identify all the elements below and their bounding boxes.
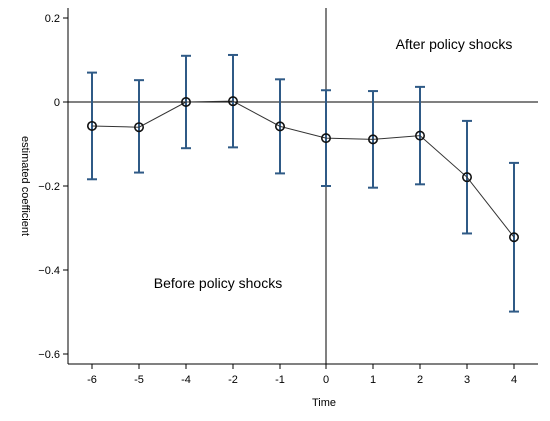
x-tick-label: 1 xyxy=(370,374,376,386)
x-tick-label: -6 xyxy=(87,374,97,386)
annotation-after-policy: After policy shocks xyxy=(396,36,513,52)
x-axis-title: Time xyxy=(312,397,336,409)
coefficient-line xyxy=(91,100,515,238)
x-tick-label: -1 xyxy=(275,374,285,386)
coefficient-point xyxy=(414,130,425,141)
y-tick-label: −0.2 xyxy=(38,181,60,193)
x-tick-label: -2 xyxy=(228,374,238,386)
y-tick-label: 0.2 xyxy=(45,13,60,25)
x-tick-label: 0 xyxy=(323,374,329,386)
coefficient-point xyxy=(228,96,239,107)
coefficient-point xyxy=(87,120,98,131)
annotation-before-policy: Before policy shocks xyxy=(154,275,282,291)
coefficient-point xyxy=(508,232,519,243)
x-tick-label: 2 xyxy=(417,374,423,386)
y-tick-label: −0.6 xyxy=(38,349,60,361)
x-tick-label: -4 xyxy=(181,374,191,386)
coefficient-point xyxy=(181,97,192,108)
y-tick-label: 0 xyxy=(54,97,60,109)
x-tick-label: -5 xyxy=(134,374,144,386)
coefficient-point xyxy=(367,134,378,145)
x-tick-label: 4 xyxy=(511,374,517,386)
coefficient-point xyxy=(274,121,285,132)
plot-area: 0.2 0 −0.2 −0.4 −0.6 -6 -5 -4 -2 -1 0 1 2 3 4 xyxy=(38,8,538,386)
y-axis-title: estimated coefficient xyxy=(19,136,31,236)
coefficient-point xyxy=(320,133,331,144)
y-tick-label: −0.4 xyxy=(38,265,60,277)
coefficient-point xyxy=(461,172,472,183)
coefficient-point xyxy=(134,122,145,133)
x-tick-label: 3 xyxy=(464,374,470,386)
